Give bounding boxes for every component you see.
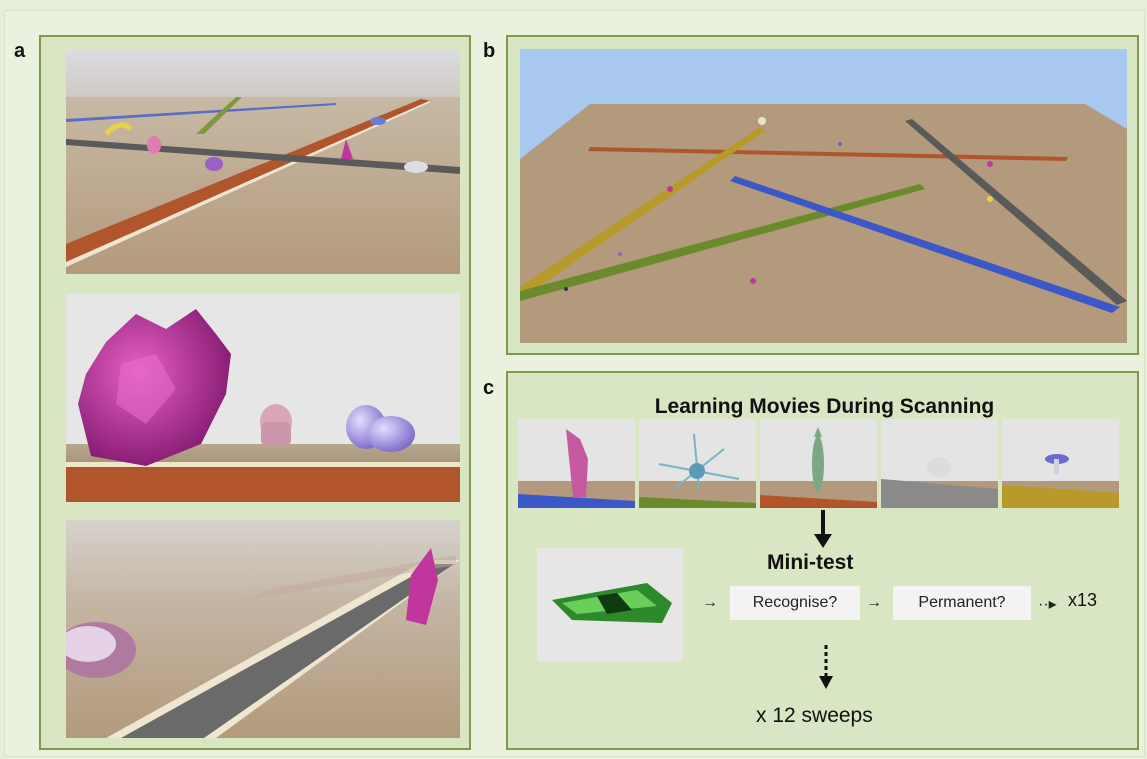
movie-thumbnail-1 [518, 419, 635, 508]
movie-thumbnail-2 [639, 419, 756, 508]
question-recognise: Recognise? [730, 586, 860, 620]
panel-c-title: Learning Movies During Scanning [654, 395, 995, 418]
sweeps-label: x 12 sweeps [756, 704, 873, 727]
movie-thumbnail-5 [1002, 419, 1119, 508]
arrow-right-icon-2: → [866, 594, 882, 611]
panel-c: Learning Movies During Scanning [506, 371, 1139, 750]
dotted-down-arrow-icon [819, 645, 833, 689]
dotted-arrow-icon: ··▸ [1038, 596, 1057, 613]
arrow-right-icon-1: → [702, 594, 718, 611]
mini-test-heading: Mini-test [767, 551, 854, 574]
panel-b [506, 35, 1139, 355]
panel-a [39, 35, 471, 750]
mini-test-object-image [537, 548, 683, 661]
panel-b-overview-scene [520, 49, 1127, 343]
panel-a-label: a [14, 40, 26, 62]
down-arrow-icon [814, 510, 832, 548]
panel-a-scene-2 [66, 294, 460, 502]
movie-thumbnail-3 [760, 419, 877, 508]
panel-b-label: b [483, 40, 496, 62]
repeat-count: x13 [1068, 590, 1098, 610]
movie-thumbnail-4 [881, 419, 998, 508]
panel-a-scene-3 [66, 520, 460, 738]
panel-a-scene-1 [66, 49, 460, 274]
question-permanent: Permanent? [893, 586, 1031, 620]
panel-c-label: c [483, 377, 495, 399]
